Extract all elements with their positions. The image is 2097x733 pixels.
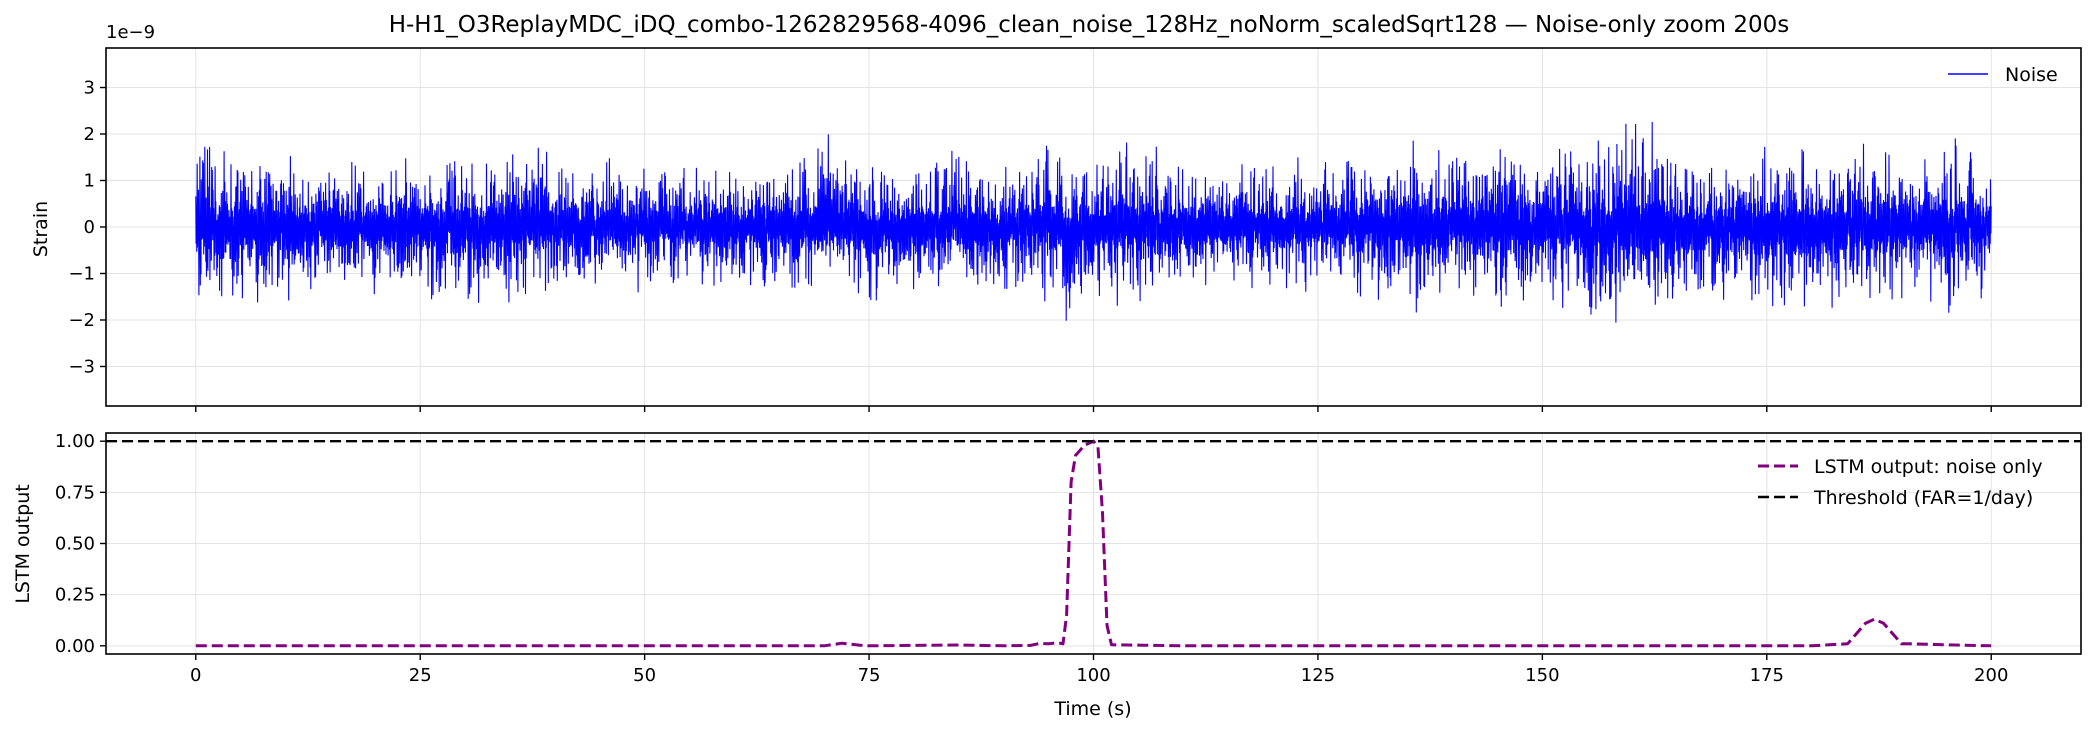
lstm-legend: LSTM output: noise only Threshold (FAR=1… [1758,456,2043,509]
lstm-panel: 0.00 0.25 0.50 0.75 1.00 0 25 50 75 100 125 150 175… [12,431,2082,720]
y-tick-label: 0.00 [55,636,95,657]
legend-noise-label: Noise [2005,64,2058,86]
strain-y-axis-label: Strain [30,201,52,257]
x-tick-label: 200 [1974,665,2008,686]
lstm-series [106,439,2081,648]
legend-threshold-label: Threshold (FAR=1/day) [1813,487,2033,509]
y-tick-label: −3 [68,356,95,377]
y-tick-label: 0.50 [55,534,95,555]
y-tick-label: −2 [68,310,95,331]
lstm-y-axis-label: LSTM output [12,484,34,603]
strain-legend: Noise [1948,64,2058,86]
y-tick-label: 1 [84,171,95,192]
x-tick-label: 175 [1750,665,1784,686]
strain-x-ticks [195,406,1992,412]
y-tick-label: 2 [84,124,95,145]
lstm-x-ticks: 0 25 50 75 100 125 150 175 200 [190,654,2008,686]
x-tick-label: 125 [1301,665,1335,686]
lstm-y-ticks: 0.00 0.25 0.50 0.75 1.00 [55,431,106,657]
y-tick-label: −1 [68,263,95,284]
y-tick-label: 0.75 [55,482,95,503]
x-tick-label: 0 [190,665,201,686]
chart-title: H-H1_O3ReplayMDC_iDQ_combo-1262829568-40… [389,12,1790,38]
x-axis-label: Time (s) [1053,698,1131,720]
y-tick-label: 0 [84,217,95,238]
strain-offset-text: 1e−9 [106,22,155,43]
noise-series [195,121,1992,323]
x-tick-label: 150 [1525,665,1559,686]
strain-panel: −3 −2 −1 0 1 2 3 1e−9 Strain Noise [30,22,2082,412]
strain-y-ticks: −3 −2 −1 0 1 2 3 [68,78,106,377]
x-tick-label: 50 [633,665,656,686]
x-tick-label: 25 [409,665,432,686]
x-tick-label: 100 [1076,665,1110,686]
y-tick-label: 0.25 [55,585,95,606]
y-tick-label: 1.00 [55,431,95,452]
legend-lstm-label: LSTM output: noise only [1814,456,2043,478]
x-tick-label: 75 [858,665,881,686]
noise-line [195,121,1992,323]
lstm-output-line [195,439,1992,648]
y-tick-label: 3 [84,78,95,99]
